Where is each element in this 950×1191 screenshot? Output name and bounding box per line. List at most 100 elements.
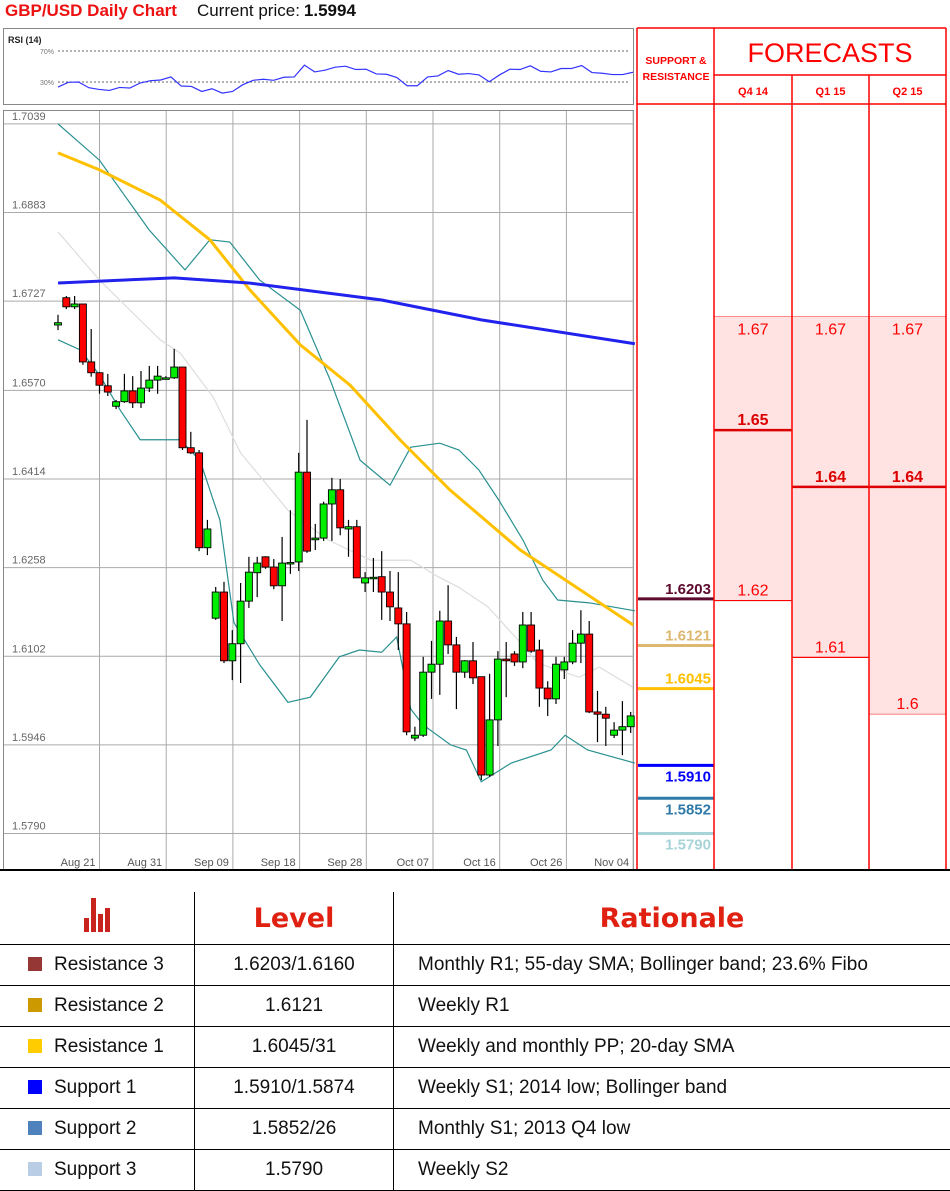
y-tick-label: 1.6258 — [12, 555, 46, 567]
x-tick-label: Aug 21 — [61, 857, 96, 869]
candle — [261, 556, 270, 569]
forecast-target-label: 1.64 — [892, 469, 923, 486]
candle-body — [552, 663, 560, 700]
candle — [510, 651, 519, 666]
y-tick-label: 1.6570 — [12, 377, 46, 389]
candle-body — [386, 591, 394, 608]
candle — [377, 551, 386, 620]
candle-body — [560, 661, 569, 671]
candle-body — [120, 390, 129, 403]
current-price-label: Current price: — [196, 1, 300, 20]
x-tick-label: Sep 18 — [261, 857, 296, 869]
candle-body — [303, 471, 311, 552]
level-rationale: Weekly and monthly PP; 20-day SMA — [393, 1026, 950, 1068]
chart-header: GBP/USD Daily Chart Current price: 1.599… — [5, 1, 356, 25]
candle — [145, 365, 154, 393]
candle-body — [543, 687, 552, 700]
level-color-swatch — [28, 1080, 42, 1094]
y-tick-label: 1.6727 — [12, 288, 46, 300]
table-icon-cell — [0, 892, 195, 945]
forecast-range — [714, 316, 792, 601]
candle — [278, 536, 287, 622]
candle-body — [170, 366, 179, 379]
candle — [170, 348, 179, 379]
price-panel — [3, 110, 634, 870]
title-line: SUPPORT & — [645, 55, 707, 67]
sma55-line — [57, 151, 635, 627]
candle-body — [419, 671, 428, 736]
candle-body — [319, 503, 328, 539]
forecast-high-label: 1.67 — [815, 321, 846, 338]
candle-body — [253, 562, 262, 574]
candle-body — [186, 447, 195, 454]
candle — [112, 400, 121, 410]
level-name: Resistance 2 — [54, 995, 164, 1016]
level-rationale: Monthly S1; 2013 Q4 low — [393, 1108, 950, 1150]
candle-body — [78, 303, 87, 363]
header-rationale: Rationale — [393, 892, 950, 945]
level-value: 1.5910/1.5874 — [194, 1067, 394, 1109]
candle-body — [220, 591, 228, 662]
candle — [220, 581, 228, 664]
level-label: 1.5910 — [665, 768, 711, 785]
candle-body — [402, 623, 411, 733]
candle — [128, 376, 137, 408]
candle-body — [261, 556, 270, 568]
candle-body — [510, 653, 519, 663]
forecast-low-label: 1.6 — [896, 696, 918, 713]
candle — [228, 630, 237, 681]
bollinger-upper-line — [57, 123, 635, 612]
candle-body — [178, 366, 187, 449]
candle — [62, 296, 71, 310]
x-tick-label: Aug 31 — [127, 857, 162, 869]
candle — [410, 726, 419, 741]
candle — [178, 366, 187, 450]
candle-body — [161, 377, 170, 380]
level-value: 1.6121 — [194, 985, 394, 1027]
candle — [552, 656, 560, 704]
level-name: Resistance 1 — [54, 1036, 164, 1057]
candle — [585, 621, 594, 714]
level-name-cell: Support 2 — [0, 1108, 195, 1150]
candle-body — [70, 303, 79, 308]
level-name: Support 1 — [54, 1077, 137, 1098]
candle — [269, 559, 278, 590]
candle — [311, 523, 320, 550]
forecast-range — [869, 316, 946, 715]
candle — [518, 611, 527, 669]
candle — [543, 681, 552, 716]
candle — [153, 365, 162, 394]
candle-body — [145, 379, 154, 389]
candle-body — [244, 571, 253, 602]
candle — [452, 636, 461, 710]
candle — [137, 371, 145, 408]
candle-body — [336, 489, 345, 529]
candle — [103, 373, 112, 397]
forecast-low-label: 1.62 — [737, 583, 768, 600]
candle — [186, 431, 195, 454]
candle-body — [294, 471, 303, 563]
candle-body — [228, 643, 237, 662]
candle-body — [236, 600, 245, 645]
x-tick-label: Oct 07 — [397, 857, 429, 869]
rsi-tick-label: 70% — [40, 49, 54, 56]
x-tick-label: Oct 16 — [463, 857, 495, 869]
level-name-cell: Resistance 3 — [0, 944, 195, 986]
forecast-target-label: 1.65 — [737, 412, 768, 429]
level-rationale: Weekly S1; 2014 low; Bollinger band — [393, 1067, 950, 1109]
candle-body — [286, 562, 295, 565]
candle — [626, 711, 635, 733]
candle-body — [128, 390, 137, 404]
candle-body — [410, 734, 419, 739]
y-tick-label: 1.5946 — [12, 732, 46, 744]
level-rationale: Weekly S2 — [393, 1149, 950, 1191]
candle — [95, 372, 104, 394]
candle-body — [203, 528, 212, 549]
candle — [244, 556, 253, 608]
candle-body — [427, 663, 436, 673]
level-color-swatch — [28, 1039, 42, 1053]
forecasts-title: FORECASTS — [747, 38, 912, 68]
candle — [236, 582, 245, 683]
candle-body — [112, 401, 121, 407]
